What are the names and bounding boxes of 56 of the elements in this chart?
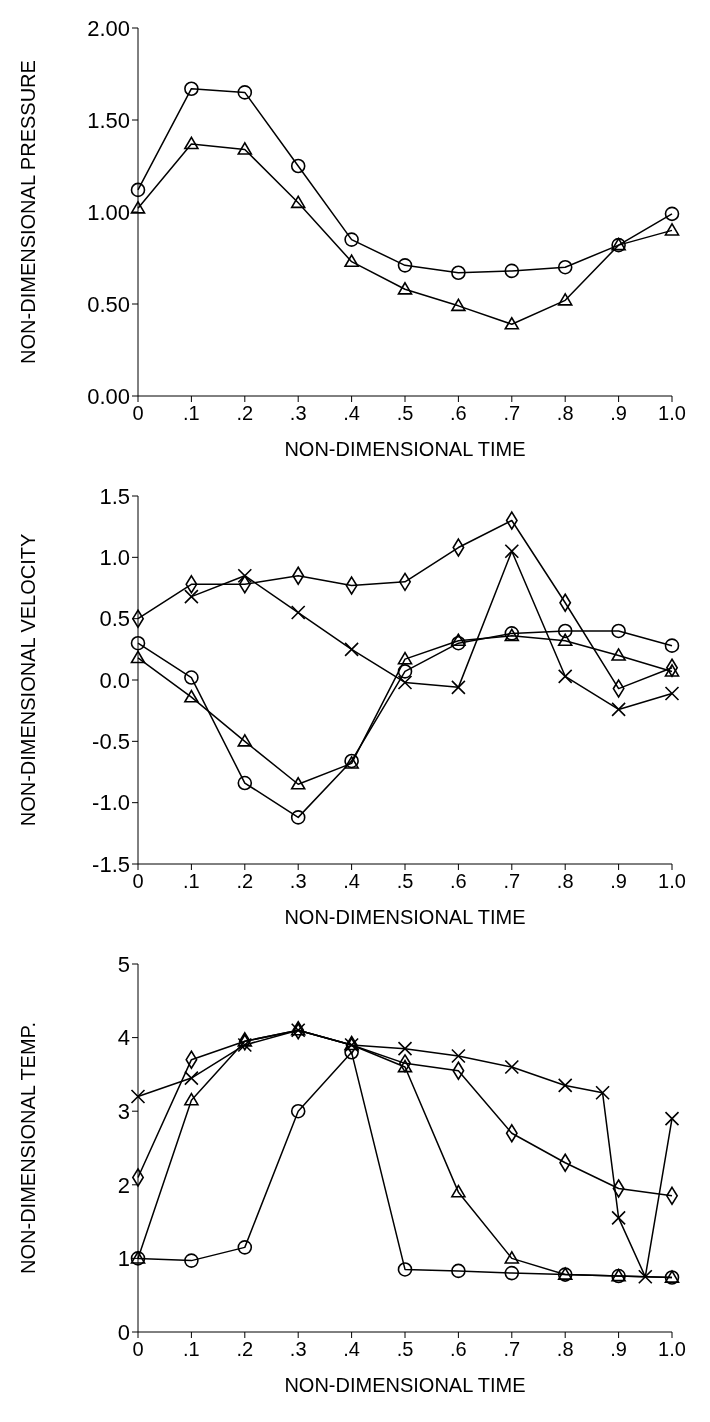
x-tick-label: .2 bbox=[236, 870, 254, 892]
x-tick-label: .2 bbox=[236, 1338, 254, 1360]
x-tick-label: .1 bbox=[183, 1338, 200, 1360]
x-tick-label: .9 bbox=[610, 870, 627, 892]
x-axis-title: NON-DIMENSIONAL TIME bbox=[284, 906, 526, 928]
x-axis-title: NON-DIMENSIONAL TIME bbox=[284, 1374, 526, 1396]
x-tick-label: .6 bbox=[450, 1338, 467, 1360]
x-tick-label: .7 bbox=[503, 402, 521, 424]
y-tick-label: -0.5 bbox=[92, 729, 130, 755]
x-tick-label: .5 bbox=[396, 870, 414, 892]
y-tick-label: 3 bbox=[117, 1099, 130, 1125]
x-tick-label: .1 bbox=[183, 870, 200, 892]
x-tick-label: .7 bbox=[503, 870, 521, 892]
x-axis-title: NON-DIMENSIONAL TIME bbox=[284, 438, 526, 460]
x-tick-label: .3 bbox=[289, 1338, 307, 1360]
x-tick-label: .4 bbox=[343, 870, 360, 892]
y-tick-label: 4 bbox=[117, 1025, 130, 1051]
x-tick-label: .7 bbox=[503, 1338, 521, 1360]
y-tick-label: 2.00 bbox=[87, 15, 130, 41]
y-tick-label: 0.00 bbox=[87, 383, 130, 409]
y-tick-label: 5 bbox=[117, 951, 130, 977]
x-tick-label: .3 bbox=[289, 870, 307, 892]
y-tick-label: 1 bbox=[117, 1246, 130, 1272]
y-tick-label: 1.0 bbox=[99, 545, 130, 571]
y-axis-title: NON-DIMENSIONAL PRESSURE bbox=[17, 60, 40, 364]
x-tick-label: .9 bbox=[610, 402, 627, 424]
y-tick-label: 0.50 bbox=[87, 291, 130, 317]
y-axis-title: NON-DIMENSIONAL VELOCITY bbox=[17, 533, 40, 827]
y-tick-label: 2 bbox=[117, 1172, 130, 1198]
x-tick-label: .6 bbox=[450, 402, 467, 424]
x-tick-label: .9 bbox=[610, 1338, 627, 1360]
x-tick-label: .1 bbox=[183, 402, 200, 424]
y-tick-label: 1.00 bbox=[87, 199, 130, 225]
y-tick-label: 0.5 bbox=[99, 606, 130, 632]
x-tick-label: 1.0 bbox=[658, 870, 686, 892]
x-tick-label: .8 bbox=[556, 1338, 574, 1360]
y-tick-label: 1.50 bbox=[87, 107, 130, 133]
x-tick-label: 0 bbox=[132, 402, 144, 424]
x-tick-label: .4 bbox=[343, 402, 360, 424]
x-tick-label: .5 bbox=[396, 1338, 414, 1360]
x-tick-label: 1.0 bbox=[658, 402, 686, 424]
x-tick-label: .6 bbox=[450, 870, 467, 892]
x-tick-label: .2 bbox=[236, 402, 254, 424]
y-tick-label: 0.0 bbox=[99, 667, 130, 693]
x-tick-label: 1.0 bbox=[658, 1338, 686, 1360]
y-axis-title: NON-DIMENSIONAL TEMP. bbox=[17, 1022, 40, 1274]
x-tick-label: .5 bbox=[396, 402, 414, 424]
y-tick-label: 1.5 bbox=[99, 483, 130, 509]
x-tick-label: 0 bbox=[132, 870, 144, 892]
x-tick-label: .8 bbox=[556, 870, 574, 892]
y-tick-label: -1.0 bbox=[92, 790, 130, 816]
x-tick-label: .3 bbox=[289, 402, 307, 424]
x-tick-label: .8 bbox=[556, 402, 574, 424]
x-tick-label: .4 bbox=[343, 1338, 360, 1360]
x-tick-label: 0 bbox=[132, 1338, 144, 1360]
y-tick-label: -1.5 bbox=[92, 851, 130, 877]
